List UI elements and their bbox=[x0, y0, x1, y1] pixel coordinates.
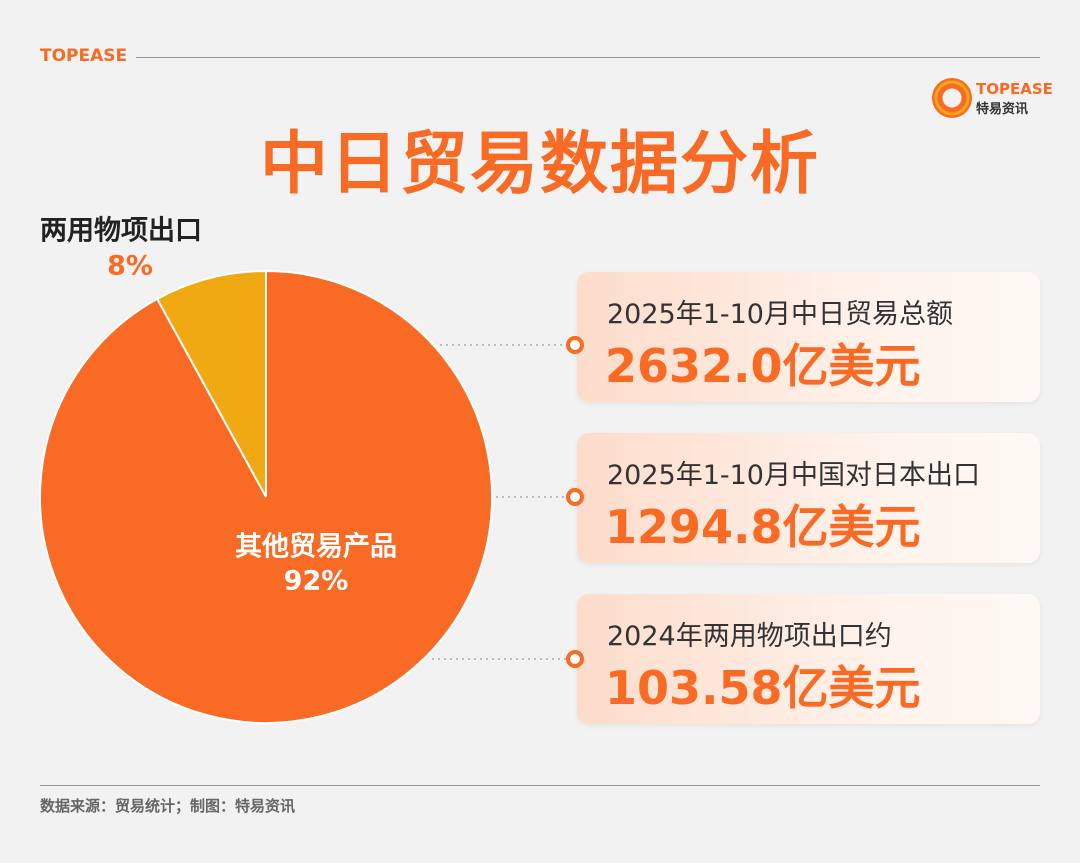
card-value: 103.58亿美元 bbox=[605, 661, 921, 715]
card-label: 2025年1-10月中日贸易总额 bbox=[607, 299, 953, 330]
slice-value-label: 8% bbox=[107, 251, 153, 282]
card-value: 2632.0亿美元 bbox=[605, 339, 921, 393]
slice-label: 两用物项出口 bbox=[40, 216, 202, 247]
markers bbox=[566, 336, 584, 668]
slice-label: 其他贸易产品 bbox=[235, 532, 397, 563]
logo-icon bbox=[932, 78, 972, 118]
pie-slice bbox=[155, 269, 267, 498]
card-label: 2024年两用物项出口约 bbox=[607, 621, 892, 652]
stat-card: 2025年1-10月中国对日本出口 1294.8亿美元 bbox=[577, 433, 1040, 563]
card-value: 1294.8亿美元 bbox=[605, 500, 921, 554]
stat-card: 2024年两用物项出口约 103.58亿美元 bbox=[577, 594, 1040, 724]
source: 数据来源：贸易统计；制图：特易资讯 bbox=[40, 797, 296, 815]
connectors bbox=[432, 344, 566, 660]
pie-slice bbox=[39, 269, 493, 724]
divider bbox=[136, 57, 1040, 58]
slice-value-label: 92% bbox=[284, 566, 349, 597]
logo-brand: TOPEASE bbox=[976, 80, 1053, 98]
brand: TOPEASE bbox=[40, 46, 128, 66]
card-label: 2025年1-10月中国对日本出口 bbox=[607, 460, 980, 491]
stat-card: 2025年1-10月中日贸易总额 2632.0亿美元 bbox=[577, 272, 1040, 402]
title: 中日贸易数据分析 bbox=[259, 125, 820, 204]
divider bbox=[40, 785, 1040, 786]
logo-subtitle: 特易资讯 bbox=[976, 102, 1029, 117]
